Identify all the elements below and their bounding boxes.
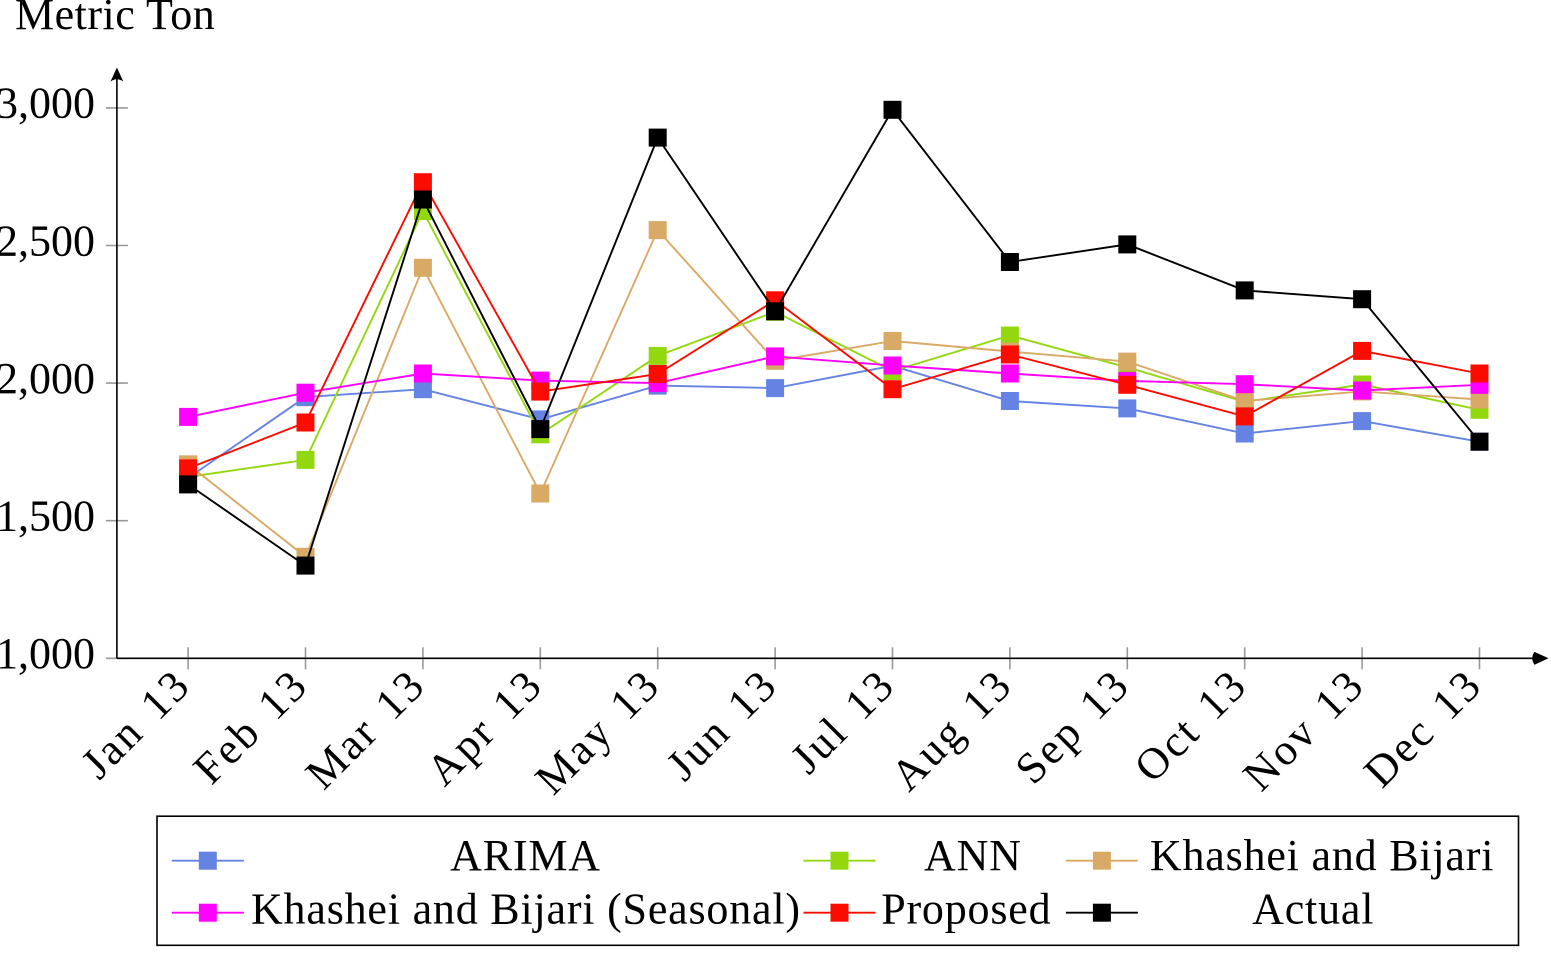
svg-text:Proposed: Proposed	[881, 884, 1051, 933]
svg-text:ANN: ANN	[924, 831, 1022, 880]
svg-text:2,500: 2,500	[0, 216, 95, 265]
svg-text:ARIMA: ARIMA	[450, 831, 601, 880]
svg-text:Actual: Actual	[1252, 884, 1374, 933]
svg-text:1,500: 1,500	[0, 492, 95, 541]
svg-text:Metric Ton: Metric Ton	[15, 0, 215, 39]
svg-text:3,000: 3,000	[0, 79, 95, 128]
svg-text:Khashei and Bijari (Seasonal): Khashei and Bijari (Seasonal)	[251, 884, 801, 933]
svg-text:2,000: 2,000	[0, 354, 95, 403]
svg-text:1,000: 1,000	[0, 629, 95, 678]
svg-text:Khashei and Bijari: Khashei and Bijari	[1150, 831, 1494, 880]
